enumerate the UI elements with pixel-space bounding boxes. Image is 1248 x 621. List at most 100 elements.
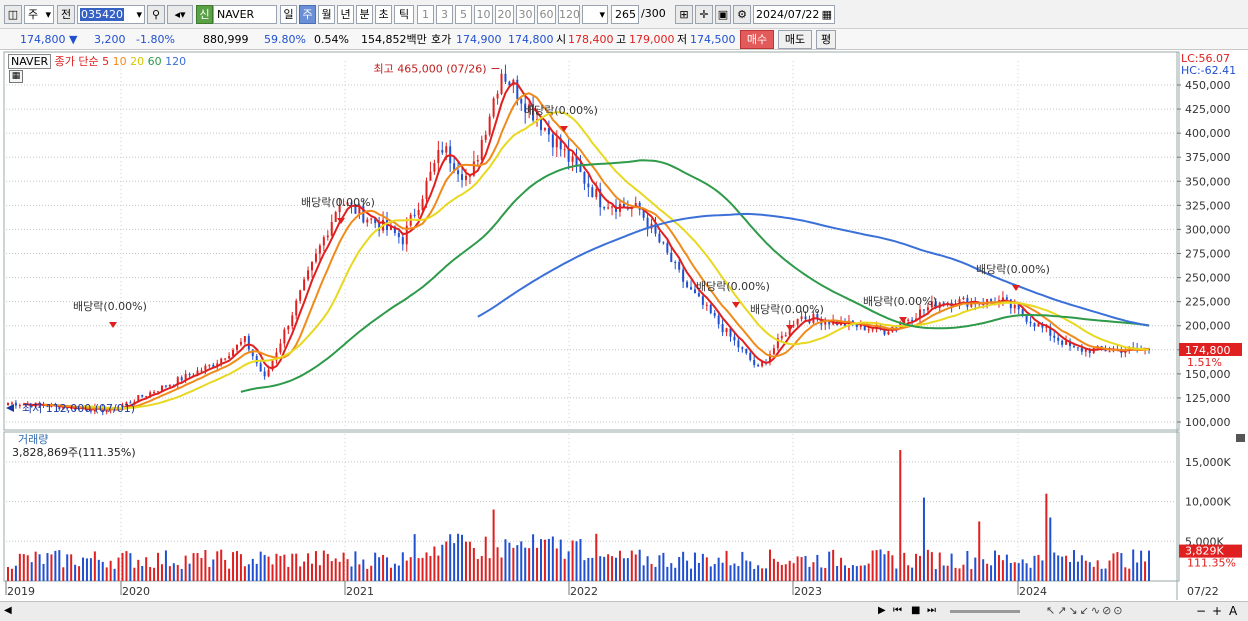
volume-bar (1037, 554, 1040, 581)
volume-bar (800, 557, 803, 581)
zoom-slider[interactable] (950, 610, 1020, 613)
scroll-left-icon[interactable]: ◀ (4, 605, 12, 616)
volume-bar (618, 550, 621, 581)
tab-second[interactable]: 초 (375, 5, 392, 24)
tab-month[interactable]: 월 (318, 5, 335, 24)
dividend-marker (1012, 285, 1020, 291)
candlestick-chart[interactable]: 450,000 425,000 400,000 375,000 350,000 325,0… (0, 51, 1248, 601)
chart-area[interactable]: 450,000 425,000 400,000 375,000 350,000 325,0… (0, 51, 1248, 601)
speaker-icon[interactable]: ◂▾ (167, 5, 193, 24)
candle-body (137, 395, 140, 402)
volume-bar (1065, 555, 1068, 581)
price-axis-label: 325,000 (1185, 199, 1231, 212)
open-price: 178,400 (568, 33, 614, 46)
window-icon[interactable]: ◫ (4, 5, 22, 24)
scroll-right-icon[interactable]: ▶ (878, 605, 886, 616)
price-axis-label: 425,000 (1185, 103, 1231, 116)
interval-10[interactable]: 10 (474, 5, 493, 24)
rewind-icon[interactable]: ⏮ (893, 605, 902, 616)
price-axis-label: 450,000 (1185, 79, 1231, 92)
prev-button[interactable]: 전 (57, 5, 75, 24)
count-input[interactable]: 265 (611, 5, 639, 24)
candle-body (559, 138, 562, 150)
volume-bar (393, 563, 396, 581)
sell-button[interactable]: 매도 (778, 30, 812, 49)
volume-bar (721, 562, 724, 581)
volume-bar (654, 566, 657, 581)
tab-tick[interactable]: 틱 (394, 5, 414, 24)
candle-body (62, 406, 65, 409)
interval-120[interactable]: 120 (558, 5, 580, 24)
volume-bar (1112, 553, 1115, 581)
candle-body (911, 319, 914, 321)
candle-body (934, 301, 937, 308)
candle-body (243, 336, 246, 342)
date-input[interactable]: 2024/07/22 ▦ (753, 5, 835, 24)
price-tag-bg (1179, 342, 1242, 356)
search-icon[interactable]: ⚲ (147, 5, 165, 24)
tab-minute[interactable]: 분 (356, 5, 373, 24)
volume-bar (350, 566, 353, 581)
volume-bar (836, 565, 839, 581)
volume-bar (476, 559, 479, 581)
volume-bar (970, 569, 973, 581)
flat-button[interactable]: 평 (816, 30, 836, 49)
interval-custom-select[interactable]: ▾ (582, 5, 608, 24)
candle-body (212, 364, 215, 368)
volume-bar (587, 557, 590, 581)
gear-icon[interactable]: ⚙ (733, 5, 751, 24)
down-arrow-icon: ▼ (69, 33, 78, 46)
calendar-icon: ▦ (821, 8, 832, 21)
volume-bar (994, 550, 997, 581)
volume-bar (247, 564, 250, 581)
interval-20[interactable]: 20 (495, 5, 514, 24)
candle-body (295, 300, 298, 316)
interval-60[interactable]: 60 (537, 5, 556, 24)
forward-icon[interactable]: ⏭ (927, 605, 936, 616)
tab-year[interactable]: 년 (337, 5, 354, 24)
volume-bar (1136, 562, 1139, 581)
auto-scale-icon[interactable]: A (1229, 604, 1238, 618)
tools-icon[interactable]: ⊞ (675, 5, 693, 24)
candle-body (674, 262, 677, 264)
volume-bar (713, 563, 716, 581)
dividend-marker (560, 126, 568, 132)
candle-body (599, 189, 602, 208)
volume-bar (188, 563, 191, 581)
volume-bar (662, 552, 665, 581)
code-input[interactable]: 035420 ▾ (77, 5, 145, 24)
stop-icon[interactable]: ■ (911, 605, 921, 616)
dividend-annotation: 배당락(0.00%) (696, 280, 770, 293)
zoom-in-icon[interactable]: + (1212, 604, 1223, 618)
tab-week[interactable]: 주 (299, 5, 316, 24)
volume-bar (954, 567, 957, 581)
candle-body (472, 161, 475, 176)
volume-bar (441, 544, 444, 581)
interval-30[interactable]: 30 (516, 5, 535, 24)
volume-bar (208, 567, 211, 581)
drawing-tools-icon[interactable]: ↖↗↘↙∿⊘⊙ (1046, 604, 1125, 617)
table-icon[interactable]: ▦ (9, 70, 23, 83)
hc-value: HC:-62.41 (1181, 64, 1237, 77)
volume-bar (445, 541, 448, 581)
interval-3[interactable]: 3 (436, 5, 453, 24)
interval-5[interactable]: 5 (455, 5, 472, 24)
candle-body (504, 73, 507, 82)
save-icon[interactable]: ▣ (715, 5, 731, 24)
volume-bar (650, 563, 653, 581)
price-axis-label: 150,000 (1185, 368, 1231, 381)
candle-body (208, 364, 211, 366)
crosshair-icon[interactable]: ✛ (695, 5, 713, 24)
candle-body (437, 150, 440, 164)
volume-bar (500, 557, 503, 581)
volume-bar (768, 549, 771, 581)
interval-1[interactable]: 1 (417, 5, 434, 24)
tab-day[interactable]: 일 (280, 5, 297, 24)
main-toolbar: ◫ 주 ▾ 전 035420 ▾ ⚲ ◂▾ 신 NAVER 일 주 월 년 분 초 … (0, 0, 1248, 29)
volume-bar (109, 560, 112, 581)
buy-button[interactable]: 매수 (740, 30, 774, 49)
period-select-value: 주 (28, 8, 39, 21)
zoom-out-icon[interactable]: − (1196, 604, 1207, 618)
period-select[interactable]: 주 ▾ (24, 5, 54, 24)
volume-bar (915, 553, 918, 581)
